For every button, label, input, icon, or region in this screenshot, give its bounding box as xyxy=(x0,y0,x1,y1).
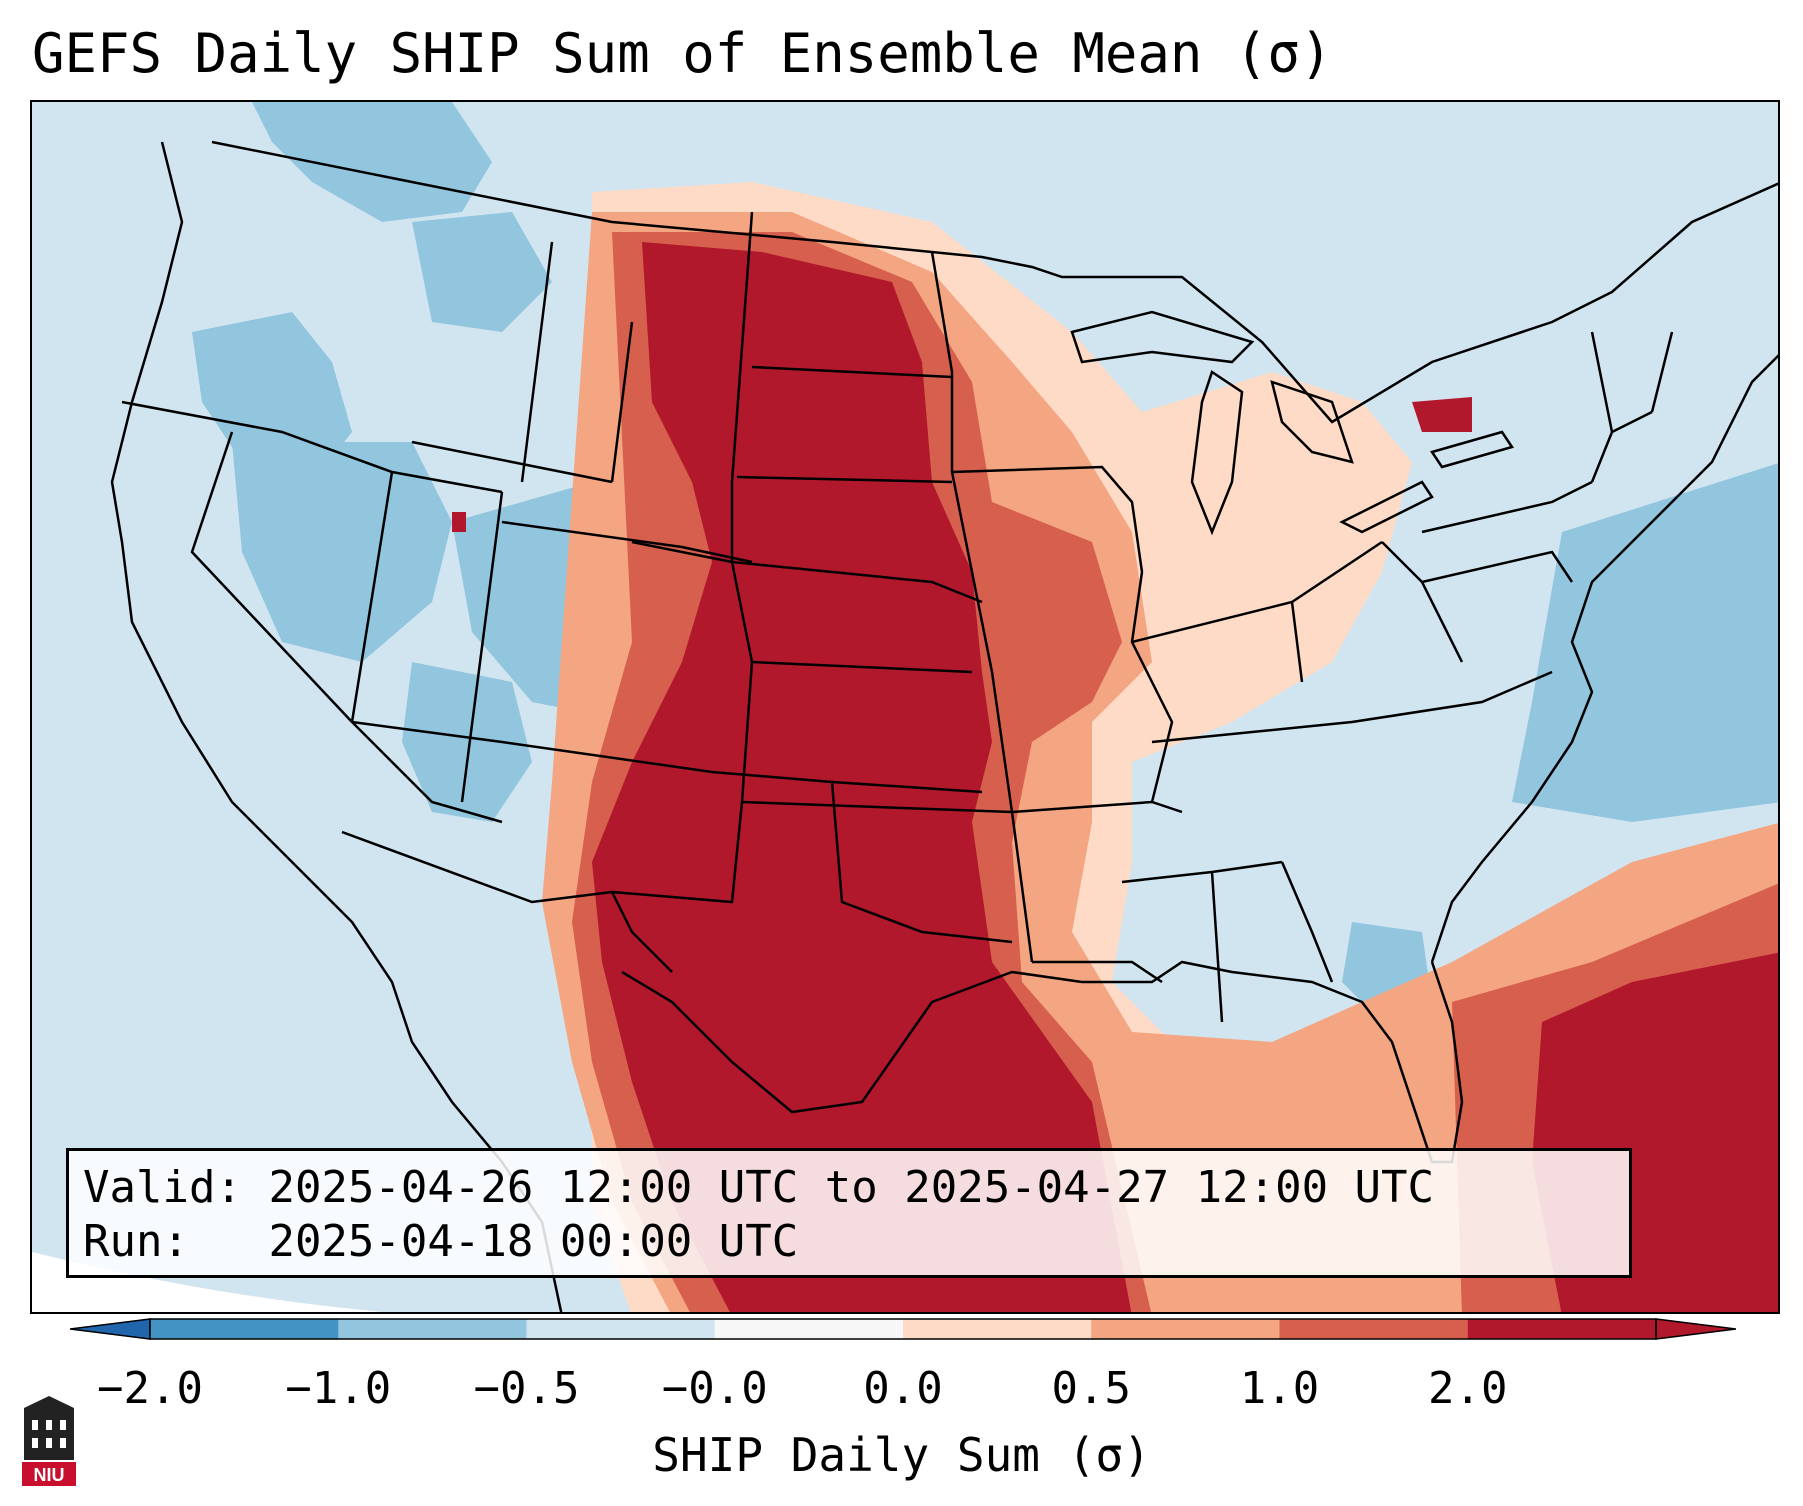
niu-logo-text: NIU xyxy=(34,1465,65,1485)
valid-time-range: 2025-04-26 12:00 UTC to 2025-04-27 12:00… xyxy=(268,1162,1435,1213)
colorbar-tick-label: −0.0 xyxy=(661,1363,768,1414)
valid-line: Valid: 2025-04-26 12:00 UTC to 2025-04-2… xyxy=(83,1161,1615,1215)
state-border xyxy=(736,475,953,484)
east-coastline xyxy=(1430,354,1778,963)
state-border xyxy=(631,540,733,564)
state-border xyxy=(1290,601,1304,683)
state-border xyxy=(611,801,744,904)
valid-run-info-box: Valid: 2025-04-26 12:00 UTC to 2025-04-2… xyxy=(66,1148,1632,1278)
colorbar-tick-label: 1.0 xyxy=(1239,1363,1320,1414)
map-panel xyxy=(30,100,1780,1314)
state-border xyxy=(951,465,1174,803)
state-border xyxy=(1210,871,1224,1023)
negative-region xyxy=(232,442,452,662)
negative-region xyxy=(252,102,492,222)
run-label: Run: xyxy=(83,1216,189,1267)
run-time: 2025-04-18 00:00 UTC xyxy=(268,1216,799,1267)
colorbar-tick-label: −1.0 xyxy=(285,1363,392,1414)
west-coastline xyxy=(110,141,563,1312)
state-border xyxy=(350,471,503,824)
positive-region-extreme xyxy=(592,242,1132,1312)
colorbar-extend-high xyxy=(1655,1318,1736,1340)
colorbar-tick-label: 0.0 xyxy=(863,1363,943,1414)
positive-region-extreme xyxy=(452,512,466,532)
negative-region xyxy=(412,212,552,332)
colorbar-segment xyxy=(526,1319,716,1339)
colorbar-tick-label: −0.5 xyxy=(473,1363,580,1414)
state-border xyxy=(1590,331,1614,433)
colorbar xyxy=(70,1318,1736,1340)
state-border xyxy=(610,321,634,483)
colorbar-segment xyxy=(1091,1319,1280,1339)
colorbar-segment xyxy=(1467,1319,1657,1339)
positive-region-extreme xyxy=(1412,397,1472,432)
state-border xyxy=(190,431,353,723)
state-border xyxy=(731,560,983,604)
colorbar-segments xyxy=(150,1319,1657,1339)
great-lakes-outline xyxy=(1339,480,1434,534)
state-border xyxy=(1011,800,1183,814)
us-canada-border xyxy=(211,140,1778,424)
state-border xyxy=(351,720,983,794)
great-lakes-outline xyxy=(1430,430,1514,469)
state-border xyxy=(520,241,554,483)
niu-logo: NIU xyxy=(22,1396,76,1486)
state-border xyxy=(460,491,504,803)
negative-region xyxy=(192,312,352,482)
state-border xyxy=(751,660,973,674)
state-border xyxy=(741,800,1013,814)
valid-label: Valid: xyxy=(83,1162,242,1213)
state-border xyxy=(411,440,613,484)
state-border xyxy=(1421,480,1593,534)
negative-region xyxy=(1512,463,1778,822)
great-lakes-outline xyxy=(1270,380,1354,464)
chart-title: GEFS Daily SHIP Sum of Ensemble Mean (σ) xyxy=(32,22,1333,85)
state-border xyxy=(751,365,953,379)
state-border xyxy=(830,781,1013,944)
negative-region xyxy=(402,662,532,822)
colorbar-segment xyxy=(714,1319,904,1339)
state-border xyxy=(1280,861,1334,983)
colorbar-tick-label: 2.0 xyxy=(1428,1363,1508,1414)
colorbar-segment xyxy=(1279,1319,1469,1339)
ship-map xyxy=(32,102,1778,1312)
state-border xyxy=(501,520,753,564)
colorbar-segment xyxy=(150,1319,339,1339)
colorbar-label: SHIP Daily Sum (σ) xyxy=(652,1428,1151,1482)
great-lakes-outline xyxy=(1070,310,1255,364)
colorbar-extend-low xyxy=(70,1318,151,1340)
great-lakes-outline xyxy=(1190,370,1244,536)
state-border xyxy=(1650,331,1674,413)
state-border xyxy=(121,400,503,494)
state-border xyxy=(1151,670,1553,744)
state-border xyxy=(1421,550,1574,584)
run-line: Run: 2025-04-18 00:00 UTC xyxy=(83,1215,1615,1269)
state-border xyxy=(1032,960,1163,984)
colorbar-segment xyxy=(338,1319,527,1339)
colorbar-tick-label: 0.5 xyxy=(1051,1363,1131,1414)
colorbar-segment xyxy=(903,1319,1092,1339)
colorbar-tick-label: −2.0 xyxy=(97,1363,203,1414)
projection-edge xyxy=(32,1252,383,1312)
colorbar-outline xyxy=(149,1318,1657,1340)
